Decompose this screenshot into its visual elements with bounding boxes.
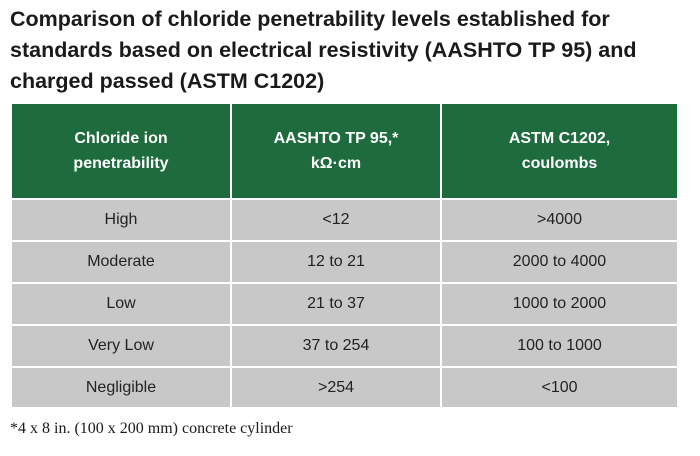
header-line: Chloride ion: [74, 130, 168, 147]
header-aashto: AASHTO TP 95,* kΩ·cm: [230, 102, 442, 200]
cell-penetrability: Very Low: [10, 324, 232, 368]
table-row: Low 21 to 37 1000 to 2000: [10, 282, 679, 326]
cell-aashto: 12 to 21: [230, 240, 442, 284]
header-line: AASHTO TP 95,*: [273, 130, 399, 147]
cell-astm: >4000: [440, 198, 679, 242]
cell-astm: <100: [440, 366, 679, 409]
header-row: Chloride ion penetrability AASHTO TP 95,…: [10, 102, 679, 200]
table-header: Chloride ion penetrability AASHTO TP 95,…: [10, 102, 679, 200]
table-row: High <12 >4000: [10, 198, 679, 242]
cell-penetrability: Low: [10, 282, 232, 326]
header-line: ASTM C1202,: [508, 130, 611, 147]
cell-aashto: 21 to 37: [230, 282, 442, 326]
cell-penetrability: High: [10, 198, 232, 242]
table-footnote: *4 x 8 in. (100 x 200 mm) concrete cylin…: [10, 420, 293, 437]
document-title: Comparison of chloride penetrability lev…: [10, 7, 637, 93]
cell-astm: 1000 to 2000: [440, 282, 679, 326]
header-line: kΩ·cm: [310, 155, 362, 172]
cell-astm: 100 to 1000: [440, 324, 679, 368]
table-row: Very Low 37 to 254 100 to 1000: [10, 324, 679, 368]
table-row: Moderate 12 to 21 2000 to 4000: [10, 240, 679, 284]
cell-penetrability: Negligible: [10, 366, 232, 409]
cell-aashto: >254: [230, 366, 442, 409]
table-row: Negligible >254 <100: [10, 366, 679, 409]
cell-astm: 2000 to 4000: [440, 240, 679, 284]
header-penetrability: Chloride ion penetrability: [10, 102, 232, 200]
table-body: High <12 >4000 Moderate 12 to 21 2000 to…: [10, 198, 679, 409]
header-astm: ASTM C1202, coulombs: [440, 102, 679, 200]
header-line: coulombs: [521, 155, 598, 172]
header-line: penetrability: [73, 155, 169, 172]
cell-aashto: 37 to 254: [230, 324, 442, 368]
cell-penetrability: Moderate: [10, 240, 232, 284]
comparison-table: Chloride ion penetrability AASHTO TP 95,…: [10, 102, 679, 409]
cell-aashto: <12: [230, 198, 442, 242]
